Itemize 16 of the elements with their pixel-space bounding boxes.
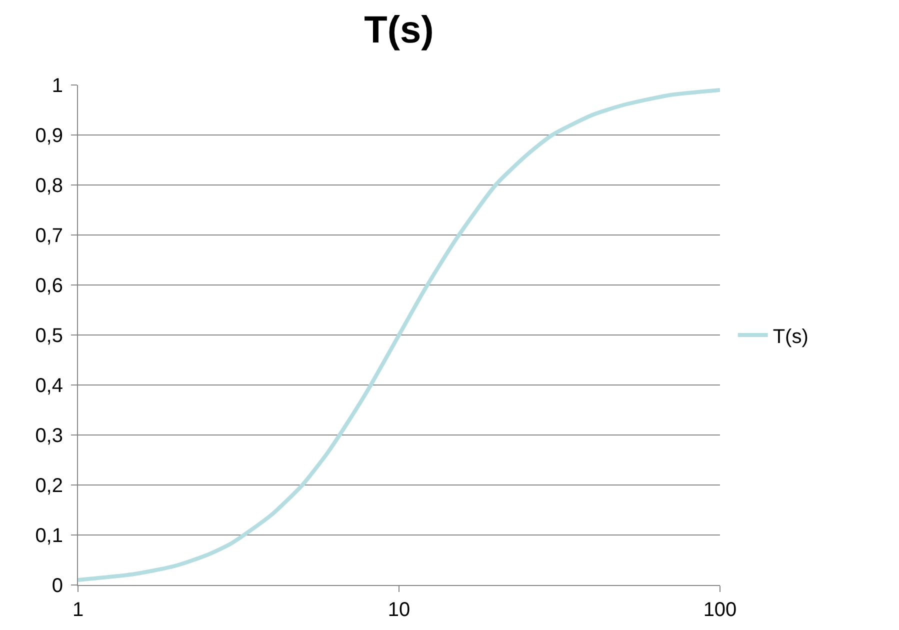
x-tick-label: 10 [388,599,410,621]
y-tick-label: 0,2 [35,475,63,497]
y-tick-label: 0 [52,575,63,597]
chart-title: T(s) [364,9,434,52]
y-tick-label: 0,6 [35,275,63,297]
x-tick-label: 1 [72,599,84,621]
y-tick-label: 0,4 [35,375,63,397]
y-tick-label: 0,3 [35,425,63,447]
legend-label: T(s) [772,326,808,348]
y-tick-label: 0,7 [35,225,63,247]
y-tick-label: 0,9 [35,125,63,147]
y-tick-label: 1 [52,75,63,97]
y-tick-label: 0,1 [35,525,63,547]
y-tick-label: 0,8 [35,175,63,197]
x-tick-label: 100 [703,599,737,621]
y-tick-label: 0,5 [35,325,63,347]
